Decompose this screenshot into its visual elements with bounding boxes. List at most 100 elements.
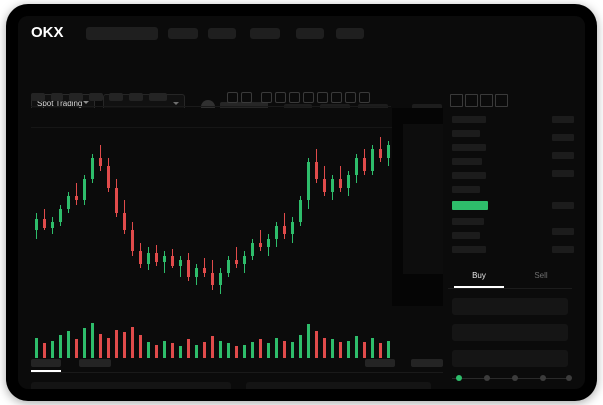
orders-tabs: [31, 356, 443, 373]
volume-bar: [203, 341, 206, 358]
interval-1h[interactable]: [69, 93, 83, 101]
tab-assets[interactable]: [411, 359, 443, 367]
orderbook-ask-row[interactable]: [452, 172, 486, 179]
candle-body: [283, 225, 286, 235]
orderbook-ask-row[interactable]: [452, 144, 486, 151]
indicator-icon[interactable]: [261, 92, 272, 103]
orderbook-price-col: [552, 134, 574, 141]
nav-search[interactable]: [86, 27, 158, 40]
volume-bar: [363, 341, 366, 358]
trash-icon[interactable]: [331, 92, 342, 103]
orderbook-asks-icon[interactable]: [465, 94, 478, 107]
candle-body: [219, 272, 222, 286]
volume-bar: [235, 345, 238, 358]
volume-bar: [267, 343, 270, 358]
order-amount-input[interactable]: [452, 324, 568, 341]
line-tool-icon[interactable]: [275, 92, 286, 103]
app-screen: OKX Spot Trading: [18, 16, 585, 389]
amount-slider-handle[interactable]: [456, 375, 462, 381]
candle-body: [171, 255, 174, 267]
volume-bar: [347, 340, 350, 358]
brush-icon[interactable]: [289, 92, 300, 103]
slider-step-25[interactable]: [484, 375, 490, 381]
orderbook-ask-row[interactable]: [452, 130, 480, 137]
orderbook-bids-icon[interactable]: [480, 94, 493, 107]
nav-trade[interactable]: [250, 28, 280, 39]
order-price-input[interactable]: [452, 298, 568, 315]
candle-body: [323, 179, 326, 192]
candle-wick: [260, 230, 261, 252]
interval-1d[interactable]: [109, 93, 123, 101]
orderbook-ask-row[interactable]: [452, 116, 486, 123]
chevron-down-icon: [173, 102, 179, 105]
tab-open-orders[interactable]: [31, 359, 61, 367]
nav-markets[interactable]: [208, 28, 236, 39]
price-chart[interactable]: [31, 108, 443, 360]
volume-bar: [59, 335, 62, 358]
orderbook-ask-row[interactable]: [452, 186, 480, 193]
volume-bar: [43, 343, 46, 358]
tablet-device-frame: OKX Spot Trading: [6, 4, 597, 401]
slider-step-100[interactable]: [566, 375, 572, 381]
volume-bar: [251, 341, 254, 358]
tab-order-history[interactable]: [79, 359, 111, 367]
interval-time[interactable]: [31, 93, 45, 101]
volume-bar: [163, 340, 166, 358]
chart-gridline: [31, 127, 443, 128]
orders-empty-card-left: [31, 382, 231, 389]
orderbook-grouping-icon[interactable]: [495, 94, 508, 107]
volume-bar: [291, 341, 294, 358]
interval-more[interactable]: [149, 93, 167, 101]
interval-4h[interactable]: [89, 93, 103, 101]
volume-bar: [187, 339, 190, 358]
okx-logo-icon[interactable]: OKX: [31, 24, 64, 41]
candle-body: [347, 174, 350, 188]
orderbook-price-col: [552, 246, 574, 253]
nav-buy-crypto[interactable]: [168, 28, 198, 39]
tab-sell[interactable]: Sell: [534, 271, 548, 280]
orderbook-spread-price: [452, 201, 488, 210]
volume-bar: [283, 340, 286, 358]
volume-bar: [323, 337, 326, 358]
candle-body: [115, 187, 118, 213]
slider-step-50[interactable]: [512, 375, 518, 381]
volume-bar: [83, 328, 86, 358]
tab-buy[interactable]: Buy: [472, 271, 486, 280]
volume-bar: [219, 340, 222, 358]
last-price: [220, 102, 268, 112]
orderbook-both-icon[interactable]: [450, 94, 463, 107]
candle-body: [315, 162, 318, 179]
eye-icon[interactable]: [317, 92, 328, 103]
magnet-icon[interactable]: [303, 92, 314, 103]
amount-slider-track[interactable]: [452, 378, 568, 379]
candle-body: [43, 219, 46, 228]
orderbook-ask-row[interactable]: [452, 158, 482, 165]
volume-bar: [315, 331, 318, 358]
slider-step-75[interactable]: [540, 375, 546, 381]
order-total-input[interactable]: [452, 350, 568, 367]
volume-bar: [91, 323, 94, 358]
orderbook-price-col: [552, 202, 574, 209]
orderbook-bid-row[interactable]: [452, 232, 480, 239]
orders-empty-card-right: [246, 382, 431, 389]
candle-wick: [180, 255, 181, 277]
nav-earn[interactable]: [296, 28, 324, 39]
interval-1w[interactable]: [129, 93, 143, 101]
interval-15m[interactable]: [51, 93, 63, 101]
candle-body: [147, 253, 150, 264]
candle-body: [75, 196, 78, 201]
volume-bar: [155, 344, 158, 358]
tab-trade-history[interactable]: [365, 359, 395, 367]
candle-body: [35, 219, 38, 230]
camera-icon[interactable]: [345, 92, 356, 103]
nav-more[interactable]: [336, 28, 364, 39]
volume-bar: [307, 324, 310, 358]
orderbook-bid-row[interactable]: [452, 246, 486, 253]
volume-bar: [67, 331, 70, 358]
orderbook-bid-row[interactable]: [452, 218, 484, 225]
candlestick-series: [31, 108, 443, 308]
undo-icon[interactable]: [227, 92, 238, 103]
candle-body: [339, 179, 342, 188]
settings-icon[interactable]: [359, 92, 370, 103]
redo-icon[interactable]: [241, 92, 252, 103]
